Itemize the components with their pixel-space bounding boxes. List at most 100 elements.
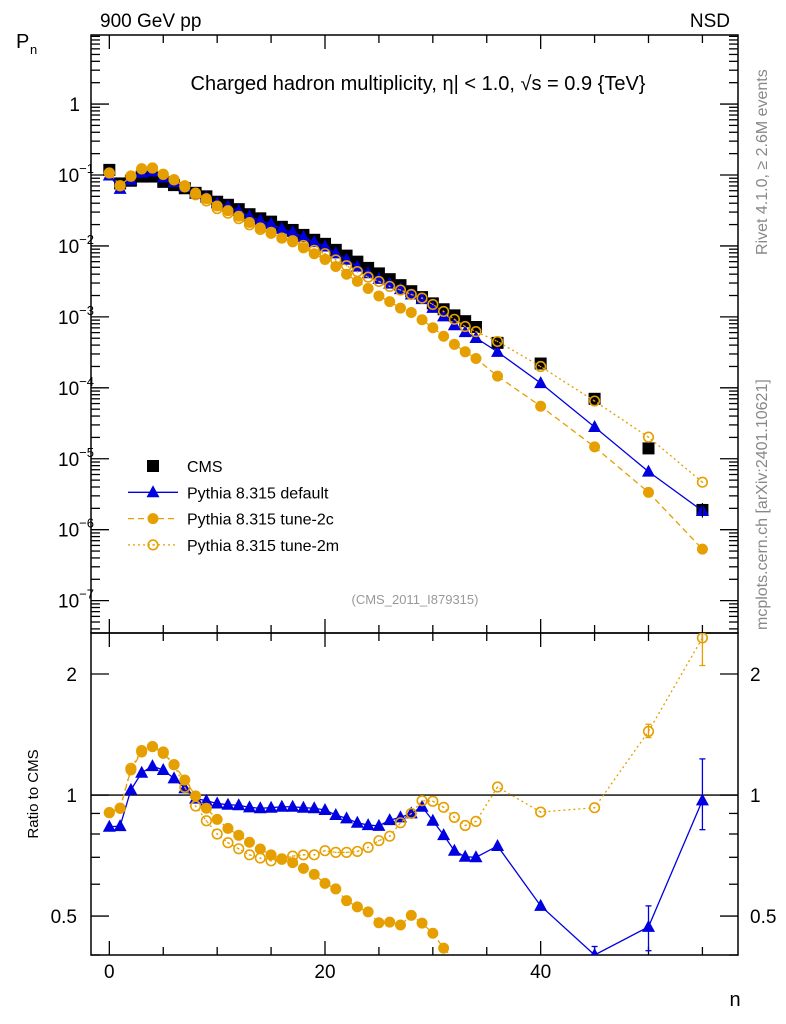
tune2m-data-point [696,476,709,488]
y-tick-label: 10−2 [58,232,94,258]
default-data-point [286,225,300,238]
tune2m-data-point-center [108,172,111,174]
analysis-id: (CMS_2011_I879315) [352,592,479,607]
default-ratio-point [135,765,149,778]
default-data-point [307,235,321,248]
default-ratio-point [350,815,364,828]
tune2c-ratio-point [222,822,234,834]
tune2c-data-point [459,346,471,358]
tune2m-ratio-point-center [367,846,369,849]
tune2c-ratio-point [405,909,417,921]
tune2m-ratio-point-center [399,821,402,824]
tune2m-data-point [211,202,223,215]
cms-data-point [448,309,461,322]
tune2c-data-point [341,268,353,280]
y-tick-label: 10−4 [58,374,94,400]
tune2c-ratio-point [384,916,396,928]
x-tick-label: 0 [104,962,115,983]
tune2m-data-point [125,170,137,182]
default-data-point [534,376,548,389]
ratio-y-tick-label-left: 2 [66,665,77,686]
tune2m-ratio-point [211,828,223,840]
tune2c-data-point [535,400,547,412]
ratio-plot-area [102,633,709,955]
tune2m-data-point-center [593,400,596,402]
tune2c-data-point [492,370,504,382]
ratio-y-tick-label-left: 0.5 [51,907,77,928]
tune2m-data-point-center [345,264,348,267]
tune2m-data-point-center [421,297,423,299]
cms-data-point [642,442,655,455]
default-ratio-point [404,806,418,819]
tune2m-ratio-point-center [334,851,337,854]
tune2c-ratio-point [297,862,309,874]
default-ratio-point [232,798,246,811]
tune2m-data-point [319,248,331,260]
default-data-point [437,309,451,322]
default-ratio-point [210,796,224,809]
tune2m-data-point [394,284,407,296]
legend-label: Pythia 8.315 default [187,485,329,502]
rivet-version-label: Rivet 4.1.0, ≥ 2.6M events [754,69,771,255]
tune2c-ratio-point [362,906,374,918]
default-ratio-point [383,813,397,826]
tune2m-data-point-center [119,184,121,187]
tune2c-ratio-point [427,927,439,939]
tune2m-data-point-center [291,239,294,242]
default-data-point [318,239,332,252]
default-data-point [588,420,602,433]
tune2c-data-point [200,193,212,205]
energy-label: 900 GeV pp [100,11,201,32]
tune2c-data-point [351,275,363,287]
tune2m-data-point-center [281,237,283,239]
tune2m-data-point-center [324,252,326,255]
tune2m-ratio-point [297,849,310,861]
tune2m-ratio-point [384,830,396,842]
tune2m-ratio-point [243,849,256,861]
tune2m-data-point-center [334,259,337,261]
tune2m-data-point [384,280,396,293]
tune2m-ratio-point-center [388,835,391,837]
tune2m-data-point-center [302,244,305,247]
tune2c-ratio-point [254,843,266,855]
tune2m-data-point-center [378,280,380,283]
tune2m-ratio-point-center [173,763,175,766]
tune2c-ratio-point [416,917,428,929]
tune2m-ratio-point-center [248,854,251,856]
tune2m-ratio-point-center [464,824,466,827]
default-ratio-point [372,818,386,831]
tune2m-data-point [189,189,202,201]
y-tick-label: 10−3 [58,303,94,329]
default-ratio-point [437,828,451,841]
tune2m-ratio-point-center [259,857,262,859]
y-axis-title: P [16,31,29,53]
tune2m-ratio-point-center [378,839,380,842]
tune2m-data-point [222,207,234,219]
tune2c-ratio-point [319,877,331,889]
default-ratio-point [243,800,257,813]
tune2m-ratio-point-center [539,811,542,813]
default-ratio-point [318,802,332,815]
tune2m-data-point-center [184,186,186,188]
tune2m-ratio-point [351,845,363,858]
tune2m-ratio-point-center [162,751,165,753]
tune2m-ratio-point [179,781,191,793]
default-ratio-point [426,813,440,826]
tune2m-data-point-center [410,293,413,296]
tune2m-ratio-point-center [345,851,348,854]
tune2m-data-point [114,180,126,192]
ratio-y-tick-label-left: 1 [66,786,77,807]
tune2m-ratio-point [276,853,288,865]
tune2m-ratio-point [136,744,148,757]
tune2m-data-point-center [464,325,466,328]
tune2m-ratio-point-center [119,807,121,810]
tune2m-ratio-point [416,795,428,807]
default-data-point [426,300,440,313]
tune2m-data-point [287,235,299,247]
tune2c-ratio-point [233,829,245,841]
tune2c-ratio-line [109,745,452,955]
default-ratio-point [491,838,505,851]
tune2m-data-point [416,292,428,304]
default-ratio-point [102,819,116,832]
default-ratio-point [253,801,267,814]
